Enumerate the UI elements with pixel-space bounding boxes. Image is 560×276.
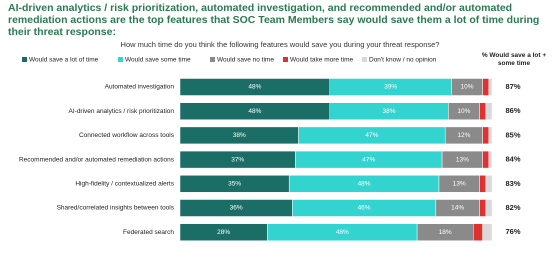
legend-label: Don't know / no opinion xyxy=(369,57,437,64)
bar-segment xyxy=(488,150,493,169)
value-label: 39% xyxy=(384,84,397,91)
value-label: 47% xyxy=(362,156,375,163)
legend-swatch xyxy=(210,57,215,62)
bar-segment xyxy=(482,78,490,96)
value-label: 48% xyxy=(336,229,349,236)
category-label: Recommended and/or automated remediation… xyxy=(19,156,175,163)
legend-label: Would save no time xyxy=(217,57,274,64)
legend-swatch xyxy=(362,57,367,62)
legend-label: Would save a lot of time xyxy=(29,57,99,64)
chart-title: AI-driven analytics / risk prioritizatio… xyxy=(8,2,540,38)
value-label: 47% xyxy=(365,132,378,139)
bar-segment xyxy=(488,126,493,145)
value-label: 36% xyxy=(230,205,243,212)
bar-segment xyxy=(479,199,487,217)
value-label: 10% xyxy=(457,108,470,115)
value-label: 37% xyxy=(231,156,244,163)
bar-segment xyxy=(485,199,493,217)
total-label: 85% xyxy=(505,130,520,139)
bar-segment xyxy=(473,223,483,241)
bar-segment xyxy=(488,78,493,96)
bar-segment xyxy=(479,102,487,120)
total-label: 82% xyxy=(505,203,520,212)
legend-swatch xyxy=(22,57,27,62)
legend-swatch xyxy=(283,57,288,62)
value-label: 48% xyxy=(248,108,261,115)
value-label: 48% xyxy=(248,84,261,91)
value-label: 14% xyxy=(451,205,464,212)
legend-label: Would save some time xyxy=(125,57,191,64)
value-label: 48% xyxy=(358,181,371,188)
chart-subtitle: How much time do you think the following… xyxy=(120,40,440,49)
value-label: 13% xyxy=(456,156,469,163)
bar-segment xyxy=(485,102,493,120)
category-label: AI-driven analytics / risk prioritizatio… xyxy=(69,108,175,115)
value-label: 10% xyxy=(461,84,474,91)
total-label: 83% xyxy=(505,179,520,188)
category-label: Connected workflow across tools xyxy=(79,132,175,139)
value-label: 35% xyxy=(228,181,241,188)
category-label: Automated investigation xyxy=(105,84,175,91)
bar-segment xyxy=(479,175,487,193)
category-label: Federated search xyxy=(123,229,174,236)
value-label: 46% xyxy=(358,205,371,212)
total-label: 76% xyxy=(505,227,520,236)
value-label: 28% xyxy=(217,229,230,236)
total-label: 86% xyxy=(505,106,520,115)
bar-segment xyxy=(482,150,490,169)
value-label: 13% xyxy=(453,181,466,188)
bar-segment xyxy=(485,175,493,193)
value-label: 38% xyxy=(383,108,396,115)
value-label: 18% xyxy=(439,229,452,236)
legend-label: Would take more time xyxy=(290,57,353,64)
total-label: 87% xyxy=(505,82,520,91)
legend-swatch xyxy=(118,57,123,62)
bar-segment xyxy=(482,126,490,145)
total-label: 84% xyxy=(505,155,520,164)
category-label: High-fidelity / contextualized alerts xyxy=(75,181,174,188)
bar-segment xyxy=(482,223,493,241)
category-label: Shared/correlated insights between tools xyxy=(57,205,175,212)
totals-title: % Would save a lot + some time xyxy=(481,52,547,67)
value-label: 12% xyxy=(457,132,470,139)
value-label: 38% xyxy=(233,132,246,139)
